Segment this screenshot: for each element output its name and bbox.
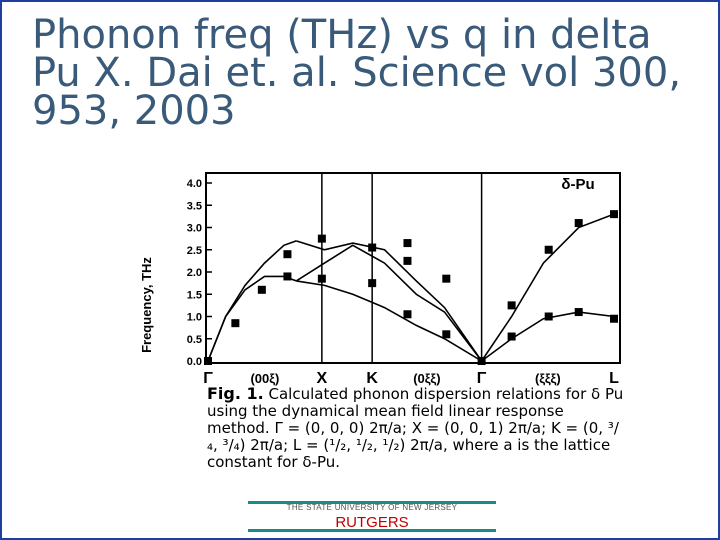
data-point xyxy=(283,272,292,281)
x-tick-labels: Γ X K Γ L (00ξ) (0ξξ) (ξξξ) xyxy=(203,370,619,387)
data-point xyxy=(610,210,618,219)
data-point xyxy=(544,245,553,254)
data-point xyxy=(403,310,412,319)
dispersion-curve xyxy=(480,213,615,362)
data-point xyxy=(204,357,212,365)
data-point xyxy=(368,279,377,288)
slide-title: Phonon freq (THz) vs q in delta Pu X. Da… xyxy=(32,12,682,134)
data-point xyxy=(574,308,583,317)
direction-label: (00ξ) xyxy=(250,371,279,386)
data-point xyxy=(231,319,240,328)
y-axis-label: Frequency, THz xyxy=(139,257,154,353)
symmetry-point-label: X xyxy=(317,370,328,387)
y-tick-label: 0.5 xyxy=(187,334,202,346)
data-point xyxy=(317,234,326,243)
plot-area xyxy=(204,172,621,365)
y-tick-label: 1.0 xyxy=(187,312,202,324)
dispersion-curve xyxy=(481,311,615,362)
data-point xyxy=(368,243,377,252)
symmetry-point-label: K xyxy=(366,370,378,387)
data-point xyxy=(403,239,412,248)
y-tick-label: 1.5 xyxy=(187,289,202,301)
footer-brand: RUTGERS xyxy=(335,514,409,531)
caption-text: Calculated phonon dispersion relations f… xyxy=(207,385,624,471)
dispersion-curve xyxy=(296,280,483,362)
data-point xyxy=(442,274,451,283)
dispersion-curve xyxy=(207,275,297,362)
dispersion-curve xyxy=(296,240,483,362)
symmetry-point-label: L xyxy=(609,370,619,387)
data-point xyxy=(507,332,516,341)
phonon-chart: Frequency, THz 0.0 0.5 1.0 1.5 2.0 2.5 3.0 3.5 4… xyxy=(139,172,621,387)
y-tick-label: 0.0 xyxy=(187,356,202,368)
direction-label: (ξξξ) xyxy=(535,371,561,386)
data-point xyxy=(403,256,412,265)
symmetry-point-label: Γ xyxy=(203,370,213,387)
data-point xyxy=(442,330,451,339)
data-point xyxy=(477,357,486,365)
footer-university: THE STATE UNIVERSITY OF NEW JERSEY xyxy=(286,503,458,512)
dispersion-curve xyxy=(295,244,483,362)
series-label: δ-Pu xyxy=(561,176,594,193)
plot-frame xyxy=(205,172,621,364)
data-point xyxy=(544,312,553,321)
caption-label: Fig. 1. xyxy=(207,384,264,403)
footer-rule-bottom xyxy=(248,529,496,532)
figure-caption: Fig. 1. Calculated phonon dispersion rel… xyxy=(207,385,627,471)
data-point xyxy=(610,314,618,323)
y-tick-label: 2.0 xyxy=(187,267,202,279)
y-tick-label: 4.0 xyxy=(187,178,202,190)
y-tick-label: 3.5 xyxy=(187,200,202,212)
dispersion-curve xyxy=(207,240,297,362)
data-point xyxy=(257,285,266,294)
symmetry-point-label: Γ xyxy=(477,370,487,387)
y-tick-label: 2.5 xyxy=(187,245,202,257)
data-point xyxy=(317,274,326,283)
data-point xyxy=(283,250,292,259)
y-tick-label: 3.0 xyxy=(187,223,202,235)
data-point xyxy=(574,219,583,228)
footer-rule-top xyxy=(248,501,496,504)
data-point xyxy=(507,301,516,310)
y-tick-labels: 0.0 0.5 1.0 1.5 2.0 2.5 3.0 3.5 4.0 xyxy=(187,178,202,368)
direction-label: (0ξξ) xyxy=(413,371,440,386)
